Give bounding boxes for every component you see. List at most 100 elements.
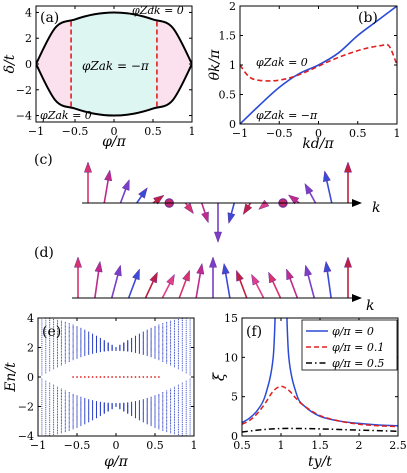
bulk-state-dot [166, 331, 168, 333]
bulk-state-dot [68, 336, 70, 338]
bulk-state-dot [154, 400, 156, 402]
bulk-state-dot [88, 406, 90, 408]
bulk-state-dot [49, 368, 51, 370]
theta-dashed-line [240, 43, 397, 82]
bulk-state-dot [185, 397, 187, 399]
bulk-state-dot [56, 404, 59, 406]
bulk-state-dot [60, 397, 62, 399]
bulk-state-dot [181, 425, 183, 427]
bulk-state-dot [60, 427, 62, 429]
bulk-state-dot [68, 414, 70, 416]
bulk-state-dot [80, 349, 82, 351]
bulk-state-dot [56, 396, 59, 398]
bulk-state-dot [45, 425, 47, 427]
bulk-state-dot [72, 428, 74, 430]
bulk-state-dot [41, 358, 43, 360]
bulk-state-dot [64, 344, 66, 346]
bulk-state-dot [150, 404, 152, 406]
bulk-state-dot [88, 340, 90, 342]
bulk-state-dot [56, 343, 59, 345]
edge-state-dot [83, 376, 86, 378]
bulk-state-dot [45, 393, 47, 395]
bulk-state-dot [56, 351, 59, 353]
bulk-state-dot [53, 359, 55, 361]
bulk-state-dot [76, 336, 78, 339]
bulk-state-dot [189, 319, 191, 321]
bulk-state-dot [49, 407, 51, 409]
bulk-state-dot [88, 341, 90, 343]
bulk-state-dot [177, 346, 179, 348]
bulk-state-dot [80, 419, 82, 421]
bulk-state-dot [146, 352, 148, 354]
xi-series-line [242, 427, 398, 433]
bulk-state-dot [170, 325, 172, 327]
bulk-state-dot [181, 329, 183, 331]
edge-state-dot [119, 376, 121, 378]
bulk-state-dot [154, 329, 156, 331]
bulk-state-dot [60, 412, 62, 414]
bulk-state-dot [166, 421, 168, 423]
bulk-state-dot [64, 431, 66, 433]
bulk-state-dot [166, 330, 168, 332]
bulk-state-dot [154, 355, 156, 357]
bulk-state-dot [68, 397, 70, 399]
bulk-state-dot [53, 358, 55, 360]
bulk-state-dot [162, 394, 164, 396]
bulk-state-dot [177, 330, 179, 332]
bulk-state-dot [88, 344, 90, 346]
bulk-state-dot [84, 411, 86, 414]
bulk-state-dot [41, 380, 43, 382]
bulk-state-dot [162, 360, 164, 362]
bulk-state-dot [60, 421, 62, 423]
bulk-state-dot [142, 348, 144, 350]
bulk-state-dot [173, 388, 176, 390]
bulk-state-dot [68, 342, 70, 344]
bulk-state-dot [88, 351, 90, 353]
bulk-state-dot [53, 430, 55, 432]
bulk-state-dot [92, 419, 94, 421]
bulk-state-dot [60, 418, 62, 420]
bulk-state-dot [60, 326, 62, 328]
bulk-state-dot [150, 334, 152, 336]
bulk-state-dot [84, 334, 86, 336]
bulk-state-dot [80, 355, 82, 357]
bulk-state-dot [177, 335, 179, 338]
bulk-state-dot [142, 337, 144, 339]
bulk-state-dot [84, 351, 86, 353]
bulk-state-dot [45, 330, 47, 333]
bulk-state-dot [80, 396, 82, 398]
bulk-state-dot [56, 394, 59, 396]
bulk-state-dot [170, 417, 172, 419]
bulk-state-dot [64, 337, 66, 339]
bulk-state-dot [185, 416, 187, 418]
bulk-state-dot [170, 396, 172, 398]
bulk-state-dot [154, 347, 156, 349]
bulk-state-dot [166, 390, 168, 392]
bulk-state-dot [56, 347, 59, 349]
bulk-state-dot [173, 347, 176, 349]
bulk-state-dot [72, 402, 74, 404]
bulk-state-dot [88, 404, 90, 406]
bulk-state-dot [146, 334, 148, 336]
bulk-state-dot [154, 405, 156, 407]
bulk-state-dot [84, 410, 86, 412]
bulk-state-dot [181, 429, 183, 431]
bulk-state-dot [76, 340, 78, 342]
bulk-state-dot [158, 406, 160, 408]
bulk-state-dot [49, 350, 51, 352]
bulk-state-dot [45, 336, 47, 338]
bulk-state-dot [49, 388, 51, 390]
bulk-state-dot [76, 357, 78, 359]
bulk-state-dot [45, 338, 47, 340]
bulk-state-dot [170, 426, 172, 428]
bulk-state-dot [189, 405, 191, 408]
bulk-state-dot [41, 331, 43, 333]
panel-d-spin-shaft [178, 276, 188, 299]
bulk-state-dot [185, 338, 187, 340]
panel-c-spin-head [83, 161, 93, 173]
bulk-state-dot [84, 412, 86, 414]
bulk-state-dot [45, 431, 47, 433]
bulk-state-dot [166, 425, 168, 427]
bulk-state-dot [53, 322, 55, 324]
bulk-state-dot [150, 421, 152, 423]
